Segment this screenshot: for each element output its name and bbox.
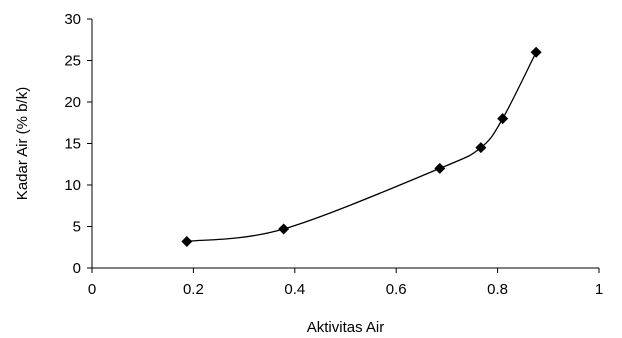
x-tick-label: 1 bbox=[595, 281, 603, 298]
x-tick-label: 0.2 bbox=[183, 281, 204, 298]
x-ticks: 0 0.2 0.4 0.6 0.8 1 bbox=[88, 268, 603, 298]
x-tick-label: 0.6 bbox=[386, 281, 407, 298]
y-tick-label: 30 bbox=[64, 11, 81, 28]
data-point bbox=[278, 223, 290, 235]
y-tick-label: 0 bbox=[73, 260, 81, 277]
y-ticks: 0 5 10 15 20 25 30 bbox=[64, 11, 92, 277]
x-axis-title: Aktivitas Air bbox=[307, 319, 385, 336]
data-markers bbox=[181, 46, 542, 247]
axes bbox=[91, 19, 599, 269]
y-tick-label: 5 bbox=[73, 219, 81, 236]
x-tick-label: 0.8 bbox=[487, 281, 508, 298]
y-tick-label: 15 bbox=[64, 136, 81, 153]
data-point bbox=[181, 235, 193, 247]
x-tick-label: 0 bbox=[88, 281, 96, 298]
data-point bbox=[475, 142, 487, 154]
data-point bbox=[497, 113, 509, 125]
y-tick-label: 25 bbox=[64, 53, 81, 70]
y-tick-label: 10 bbox=[64, 177, 81, 194]
y-axis-title: Kadar Air (% b/k) bbox=[14, 87, 31, 200]
data-point bbox=[434, 162, 446, 174]
y-tick-label: 20 bbox=[64, 94, 81, 111]
x-tick-label: 0.4 bbox=[284, 281, 305, 298]
data-point bbox=[530, 46, 542, 58]
